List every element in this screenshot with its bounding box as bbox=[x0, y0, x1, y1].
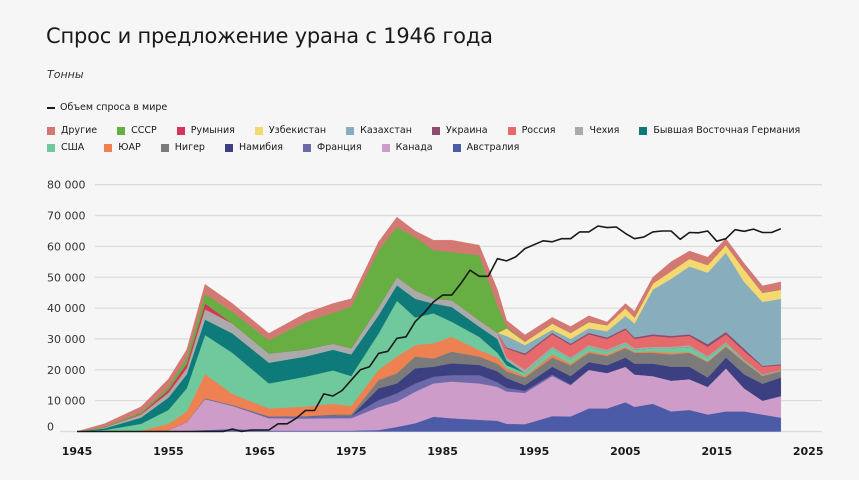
chart-title: Спрос и предложение урана с 1946 года bbox=[46, 24, 493, 48]
legend-label: Франция bbox=[317, 142, 362, 153]
demand-line bbox=[77, 225, 782, 433]
legend-item: Австралия bbox=[452, 142, 520, 153]
y-tick-label: 10 000 bbox=[47, 395, 86, 408]
legend-label: Нигер bbox=[174, 142, 205, 153]
legend-label: Бывшая Восточная Германия bbox=[653, 125, 801, 136]
legend-swatch bbox=[117, 126, 126, 135]
legend-swatch bbox=[254, 126, 263, 135]
legend-label: Казахстан bbox=[360, 125, 412, 136]
legend-swatch bbox=[431, 126, 440, 135]
legend-label: Узбекистан bbox=[268, 125, 327, 136]
legend-item: Чехия bbox=[575, 125, 619, 136]
legend-item: Украина bbox=[431, 125, 488, 136]
legend-swatch bbox=[575, 126, 584, 135]
legend-item: США bbox=[47, 142, 84, 153]
x-tick-label: 1945 bbox=[62, 445, 93, 458]
legend-label: СССР bbox=[131, 125, 157, 136]
legend-item: ЮАР bbox=[104, 142, 141, 153]
legend-item: Другие bbox=[47, 125, 97, 136]
legend-swatch bbox=[303, 143, 312, 152]
legend-item: Казахстан bbox=[346, 125, 412, 136]
legend-item: Россия bbox=[507, 125, 556, 136]
y-axis-unit-label: Тонны bbox=[47, 68, 84, 81]
x-tick-label: 2025 bbox=[793, 445, 824, 458]
x-tick-label: 1995 bbox=[519, 445, 550, 458]
x-tick-label: 1965 bbox=[244, 445, 275, 458]
legend-swatch bbox=[104, 143, 113, 152]
y-tick-label: 50 000 bbox=[47, 271, 86, 284]
legend-label: Другие bbox=[61, 125, 98, 136]
legend-label: Россия bbox=[521, 125, 556, 136]
legend-swatch bbox=[346, 126, 355, 135]
x-tick-label: 1975 bbox=[336, 445, 367, 458]
legend-row-1: Другие СССР Румыния Узбекистан Казахстан Укра… bbox=[47, 125, 820, 136]
legend-swatch bbox=[452, 143, 461, 152]
legend-label: США bbox=[61, 142, 85, 153]
x-tick-label: 2015 bbox=[701, 445, 732, 458]
y-tick-label: 20 000 bbox=[47, 364, 86, 377]
legend-label: Украина bbox=[445, 125, 488, 136]
legend-item-demand: Объем спроса в мире bbox=[47, 102, 167, 113]
legend-swatch bbox=[47, 143, 55, 152]
y-tick-label: 60 000 bbox=[47, 240, 86, 253]
legend-item: Намибия bbox=[224, 142, 284, 153]
legend-swatch bbox=[381, 143, 390, 152]
demand-line-swatch bbox=[47, 106, 55, 109]
legend-row-2: США ЮАР Нигер Намибия Франция Канада Австралия bbox=[47, 142, 539, 153]
legend-swatch bbox=[176, 126, 185, 135]
legend-swatch bbox=[639, 126, 648, 135]
legend-swatch bbox=[160, 143, 169, 152]
legend-item: Румыния bbox=[176, 125, 235, 136]
legend-label: Австралия bbox=[466, 142, 520, 153]
y-tick-label: 30 000 bbox=[47, 333, 86, 346]
legend-swatch bbox=[224, 143, 233, 152]
legend-item: Канада bbox=[381, 142, 433, 153]
y-tick-label: 0 bbox=[47, 421, 54, 434]
legend-label: Чехия bbox=[589, 125, 620, 136]
legend-swatch bbox=[507, 126, 516, 135]
legend-label: Канада bbox=[395, 142, 433, 153]
legend-label: Объем спроса в мире bbox=[60, 102, 168, 113]
x-tick-label: 2005 bbox=[610, 445, 641, 458]
y-tick-label: 70 000 bbox=[47, 210, 86, 223]
legend-swatch bbox=[47, 126, 55, 135]
legend-item: Франция bbox=[303, 142, 362, 153]
legend-item: Узбекистан bbox=[254, 125, 327, 136]
legend-label: Румыния bbox=[190, 125, 235, 136]
area-Другие bbox=[76, 216, 781, 432]
y-tick-label: 80 000 bbox=[47, 179, 86, 192]
x-tick-label: 1985 bbox=[427, 445, 458, 458]
legend-item: Бывшая Восточная Германия bbox=[639, 125, 800, 136]
y-tick-label: 40 000 bbox=[47, 302, 86, 315]
legend-label: Намибия bbox=[238, 142, 284, 153]
legend-label: ЮАР bbox=[118, 142, 141, 153]
legend-item: Нигер bbox=[160, 142, 205, 153]
legend-item: СССР bbox=[117, 125, 157, 136]
x-tick-label: 1955 bbox=[153, 445, 184, 458]
